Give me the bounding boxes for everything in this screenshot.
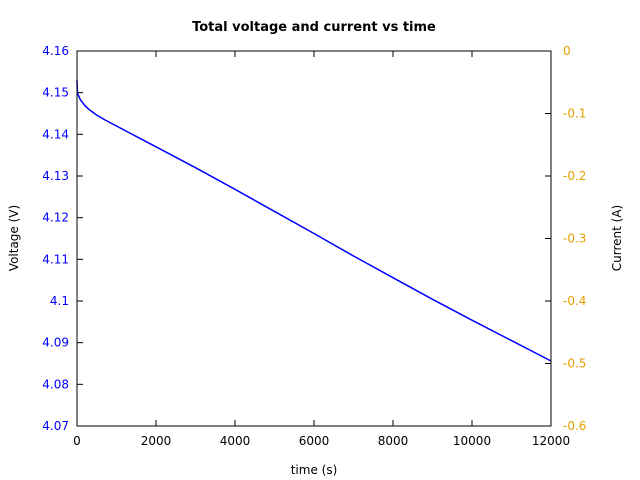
y-tick-label: 4.08 xyxy=(42,377,69,391)
y-tick-label: 4.13 xyxy=(42,169,69,183)
y-tick-label: 4.11 xyxy=(42,252,69,266)
x-tick-label: 8000 xyxy=(378,434,409,448)
x-tick-label: 4000 xyxy=(220,434,251,448)
y2-tick-label: -0.2 xyxy=(563,169,586,183)
x-axis-label: time (s) xyxy=(291,463,338,477)
x-tick-label: 0 xyxy=(73,434,81,448)
y2-axis-label: Current (A) xyxy=(610,205,624,271)
x-tick-label: 10000 xyxy=(453,434,491,448)
y2-tick-label: -0.5 xyxy=(563,357,586,371)
y2-tick-label: 0 xyxy=(563,44,571,58)
y-tick-label: 4.14 xyxy=(42,127,69,141)
y2-tick-label: -0.6 xyxy=(563,419,586,433)
x-tick-label: 12000 xyxy=(532,434,570,448)
series-layer xyxy=(76,80,552,362)
y-tick-label: 4.09 xyxy=(42,336,69,350)
x-tick-label: 2000 xyxy=(141,434,172,448)
plot-frame xyxy=(76,50,552,427)
y-tick-label: 4.15 xyxy=(42,86,69,100)
y2-tick-label: -0.3 xyxy=(563,232,586,246)
y2-tick-label: -0.1 xyxy=(563,107,586,121)
y-axis-label: Voltage (V) xyxy=(7,205,21,271)
y-tick-label: 4.16 xyxy=(42,44,69,58)
y-tick-label: 4.12 xyxy=(42,211,69,225)
chart-title: Total voltage and current vs time xyxy=(192,20,436,35)
y2-tick-label: -0.4 xyxy=(563,294,586,308)
y-tick-label: 4.1 xyxy=(50,294,69,308)
voltage-line xyxy=(76,80,552,362)
y-tick-label: 4.07 xyxy=(42,419,69,433)
x-tick-label: 6000 xyxy=(299,434,330,448)
ticks-layer: 0 2000 4000 6000 8000 10000 12000 4.07 4.08 4.09 4… xyxy=(42,44,586,448)
